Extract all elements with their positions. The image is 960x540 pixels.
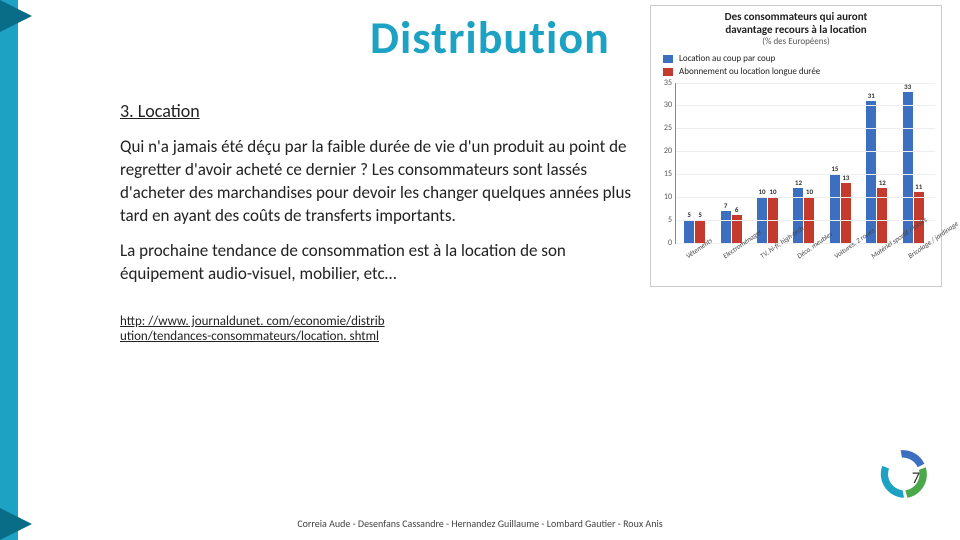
- bar-value-label: 12: [879, 178, 886, 187]
- chart-ytick: 10: [658, 192, 672, 202]
- chart-plot-area: 557610101210151331123311 05101520253035: [675, 83, 935, 244]
- bar-value-label: 7: [724, 201, 728, 210]
- bar-value-label: 31: [868, 91, 875, 100]
- chart-gridline: [676, 151, 935, 152]
- source-link[interactable]: http: //www. journaldunet. com/economie/…: [120, 314, 460, 344]
- chart-ytick: 0: [658, 238, 672, 248]
- chart-title: Des consommateurs qui auront davantage r…: [651, 10, 941, 36]
- legend-swatch-2: [663, 68, 673, 76]
- recycle-logo-icon: [870, 440, 938, 508]
- bar-value-label: 5: [698, 210, 702, 219]
- chart-gridline: [676, 220, 935, 221]
- legend-item-1: Location au coup par coup: [663, 53, 941, 66]
- legend-item-2: Abonnement ou location longue durée: [663, 66, 941, 79]
- chart-ytick: 35: [658, 78, 672, 88]
- bar: 31: [866, 101, 876, 243]
- chart-gridline: [676, 83, 935, 84]
- content-area: 3. Location Qui n'a jamais été déçu par …: [120, 100, 640, 344]
- bar-value-label: 10: [758, 187, 765, 196]
- slide-title: Distribution: [370, 10, 610, 66]
- bar-group: 3112: [866, 101, 890, 243]
- bar: 13: [841, 183, 851, 242]
- embedded-chart: Des consommateurs qui auront davantage r…: [650, 5, 942, 287]
- section-heading: 3. Location: [120, 100, 640, 122]
- chart-subtitle: (% des Européens): [651, 36, 941, 47]
- footer-credits: Correia Aude - Desenfans Cassandre - Her…: [0, 517, 960, 530]
- chart-legend: Location au coup par coup Abonnement ou …: [663, 53, 941, 78]
- legend-swatch-1: [663, 55, 673, 63]
- chart-x-labels: VêtementsElectroménagerTV, hi-fi, high-t…: [675, 246, 935, 255]
- bar-value-label: 10: [806, 187, 813, 196]
- chart-gridline: [676, 174, 935, 175]
- chart-ytick: 30: [658, 100, 672, 110]
- paragraph-2: La prochaine tendance de consommation es…: [120, 240, 640, 286]
- bar: 7: [721, 211, 731, 243]
- bar-value-label: 15: [831, 164, 838, 173]
- chart-ytick: 20: [658, 146, 672, 156]
- paragraph-1: Qui n'a jamais été déçu par la faible du…: [120, 136, 640, 228]
- bar-value-label: 6: [735, 205, 739, 214]
- bar-group: 1513: [830, 174, 854, 243]
- chart-gridline: [676, 197, 935, 198]
- chart-gridline: [676, 105, 935, 106]
- bar-value-label: 11: [915, 182, 922, 191]
- side-accent: [0, 0, 32, 540]
- bar: 5: [684, 220, 694, 243]
- bar-value-label: 5: [687, 210, 691, 219]
- bar-value-label: 10: [769, 187, 776, 196]
- bar-value-label: 12: [795, 178, 802, 187]
- chart-gridline: [676, 128, 935, 129]
- chart-ytick: 5: [658, 215, 672, 225]
- chart-ytick: 25: [658, 123, 672, 133]
- chart-ytick: 15: [658, 169, 672, 179]
